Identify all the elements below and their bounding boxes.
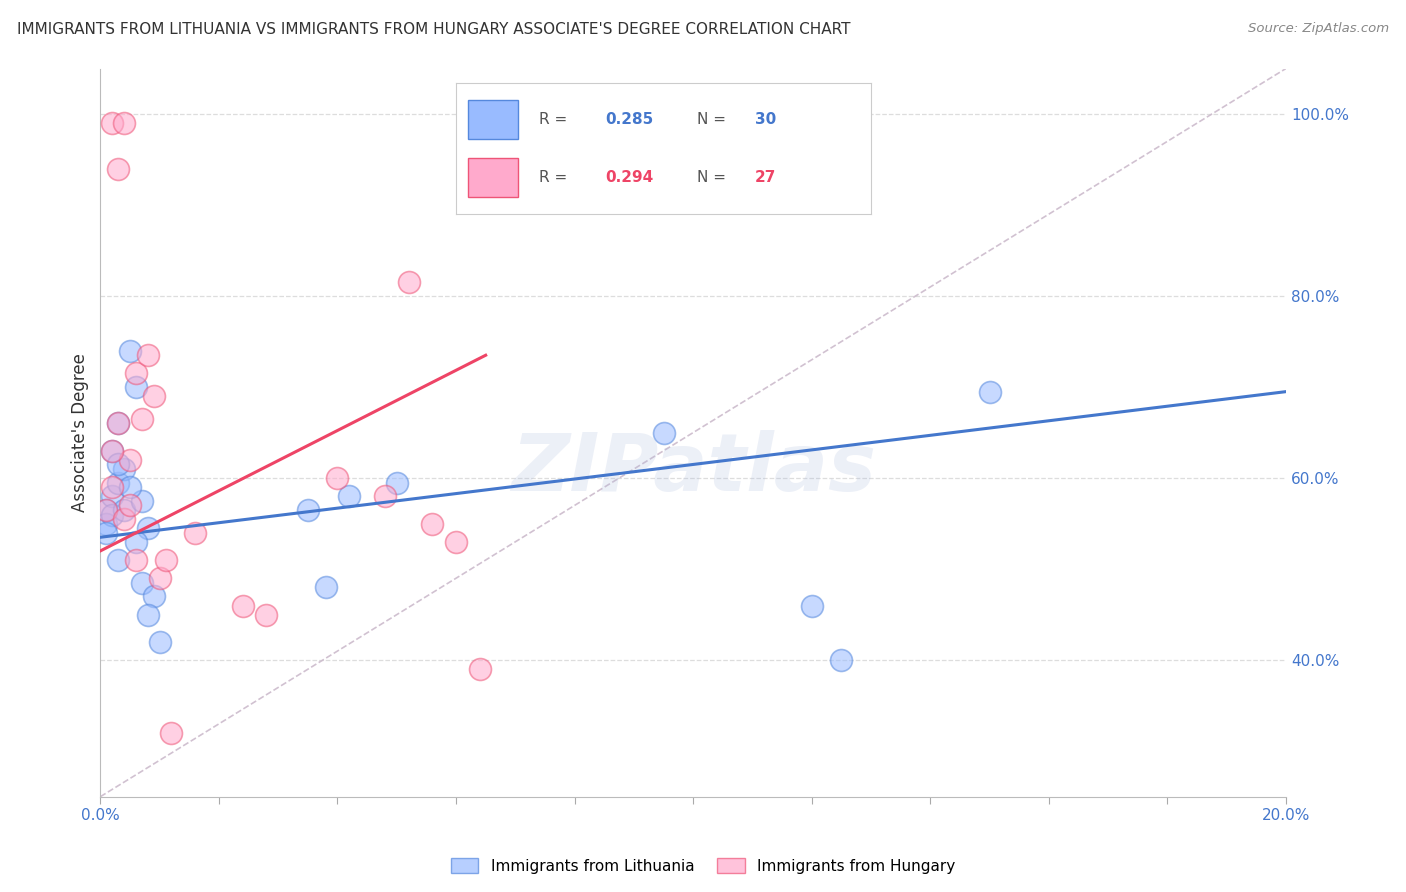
Point bbox=[468, 662, 491, 676]
Point bbox=[297, 503, 319, 517]
Point bbox=[125, 367, 148, 381]
Point bbox=[101, 508, 124, 522]
Point bbox=[125, 380, 148, 394]
Point bbox=[149, 571, 172, 585]
Point bbox=[118, 453, 141, 467]
Point bbox=[254, 607, 277, 622]
Point bbox=[444, 534, 467, 549]
Point bbox=[112, 462, 135, 476]
Text: Source: ZipAtlas.com: Source: ZipAtlas.com bbox=[1249, 22, 1389, 36]
Point bbox=[149, 635, 172, 649]
Point bbox=[125, 534, 148, 549]
Point bbox=[96, 516, 118, 531]
Point bbox=[118, 499, 141, 513]
Point bbox=[136, 348, 159, 362]
Point bbox=[96, 503, 118, 517]
Point bbox=[155, 553, 177, 567]
Point bbox=[101, 116, 124, 130]
Point bbox=[385, 475, 408, 490]
Point bbox=[142, 389, 165, 403]
Point bbox=[830, 653, 852, 667]
Point bbox=[800, 599, 823, 613]
Point bbox=[112, 503, 135, 517]
Point bbox=[118, 480, 141, 494]
Point bbox=[131, 412, 153, 426]
Point bbox=[374, 489, 396, 503]
Point bbox=[96, 503, 118, 517]
Y-axis label: Associate's Degree: Associate's Degree bbox=[72, 353, 89, 512]
Legend: Immigrants from Lithuania, Immigrants from Hungary: Immigrants from Lithuania, Immigrants fr… bbox=[444, 852, 962, 880]
Point bbox=[142, 590, 165, 604]
Point bbox=[125, 553, 148, 567]
Point bbox=[101, 480, 124, 494]
Text: ZIPatlas: ZIPatlas bbox=[510, 430, 876, 508]
Point bbox=[101, 443, 124, 458]
Point bbox=[136, 607, 159, 622]
Point bbox=[398, 276, 420, 290]
Point bbox=[107, 417, 129, 431]
Point bbox=[107, 417, 129, 431]
Point bbox=[101, 489, 124, 503]
Text: IMMIGRANTS FROM LITHUANIA VS IMMIGRANTS FROM HUNGARY ASSOCIATE'S DEGREE CORRELAT: IMMIGRANTS FROM LITHUANIA VS IMMIGRANTS … bbox=[17, 22, 851, 37]
Point bbox=[112, 116, 135, 130]
Point bbox=[107, 161, 129, 176]
Point bbox=[326, 471, 349, 485]
Point bbox=[112, 512, 135, 526]
Point bbox=[979, 384, 1001, 399]
Point bbox=[131, 575, 153, 590]
Point bbox=[118, 343, 141, 358]
Point bbox=[107, 553, 129, 567]
Point bbox=[101, 443, 124, 458]
Point bbox=[184, 525, 207, 540]
Point bbox=[96, 525, 118, 540]
Point bbox=[107, 458, 129, 472]
Point bbox=[136, 521, 159, 535]
Point bbox=[160, 726, 183, 740]
Point bbox=[420, 516, 443, 531]
Point bbox=[337, 489, 360, 503]
Point bbox=[652, 425, 675, 440]
Point bbox=[107, 475, 129, 490]
Point bbox=[232, 599, 254, 613]
Point bbox=[131, 494, 153, 508]
Point bbox=[315, 580, 337, 594]
